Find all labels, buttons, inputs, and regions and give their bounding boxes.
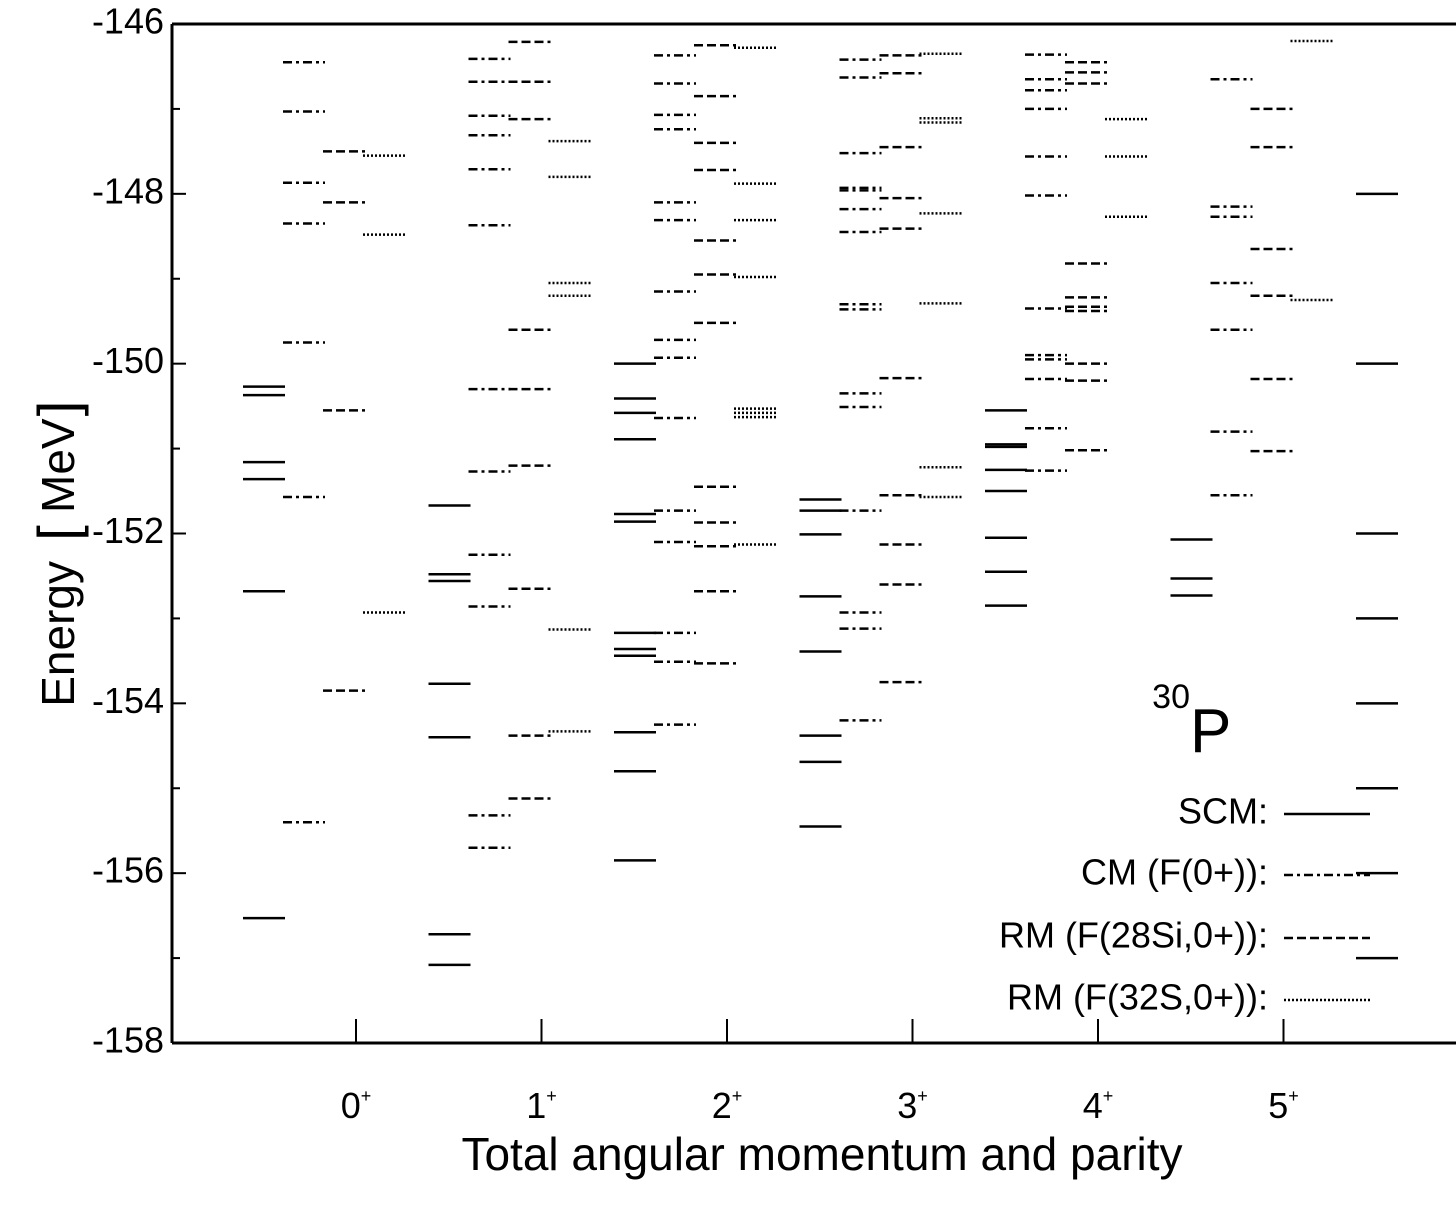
nucleus-symbol: P xyxy=(1190,697,1231,766)
y-tick-label: -154 xyxy=(92,680,164,721)
y-axis-bracket-open: [ xyxy=(26,525,89,541)
x-tick-label-j: 5 xyxy=(1268,1085,1288,1126)
legend: SCM: CM (F(0+)): RM (F(28Si,0+)): RM (F(32S… xyxy=(999,791,1370,1018)
x-tick-label: 2+ xyxy=(712,1085,743,1126)
legend-label: RM (F(28Si,0+)): xyxy=(999,915,1268,956)
nucleus-label: 30 P xyxy=(1152,678,1231,766)
x-tick-label-j: 0 xyxy=(341,1085,361,1126)
y-axis-bracket-close: ] xyxy=(26,401,89,417)
legend-label: SCM: xyxy=(1178,791,1268,832)
x-tick-label-j: 3 xyxy=(897,1085,917,1126)
legend-label: CM (F(0+)): xyxy=(1081,852,1268,893)
x-tick-label-parity: + xyxy=(732,1086,743,1106)
x-tick-label-j: 1 xyxy=(526,1085,546,1126)
x-tick-label-j: 4 xyxy=(1083,1085,1103,1126)
x-tick-label-j: 2 xyxy=(712,1085,732,1126)
energy-levels xyxy=(243,39,1398,967)
y-axis-title: Energy [ MeV ] xyxy=(26,401,89,707)
x-tick-label-parity: + xyxy=(917,1086,928,1106)
x-tick-label-parity: + xyxy=(546,1086,557,1106)
x-tick-label: 3+ xyxy=(897,1085,928,1126)
y-tick-label: -146 xyxy=(92,1,164,42)
x-tick-label-parity: + xyxy=(1103,1086,1114,1106)
x-tick-label-parity: + xyxy=(1288,1086,1299,1106)
x-axis-title: Total angular momentum and parity xyxy=(461,1128,1182,1180)
y-tick-label: -148 xyxy=(92,170,164,211)
legend-label: RM (F(32S,0+)): xyxy=(1007,977,1268,1018)
y-tick-label: -152 xyxy=(92,510,164,551)
y-axis-unit: MeV xyxy=(32,418,84,513)
x-tick-label: 1+ xyxy=(526,1085,557,1126)
nucleus-mass-number: 30 xyxy=(1152,678,1190,716)
y-axis-label: Energy xyxy=(32,561,84,707)
y-tick-label: -158 xyxy=(92,1020,164,1061)
x-tick-label-parity: + xyxy=(361,1086,372,1106)
x-tick-label: 0+ xyxy=(341,1085,372,1126)
x-tick-label: 5+ xyxy=(1268,1085,1299,1126)
x-tick-label: 4+ xyxy=(1083,1085,1114,1126)
y-tick-label: -156 xyxy=(92,850,164,891)
y-tick-label: -150 xyxy=(92,340,164,381)
